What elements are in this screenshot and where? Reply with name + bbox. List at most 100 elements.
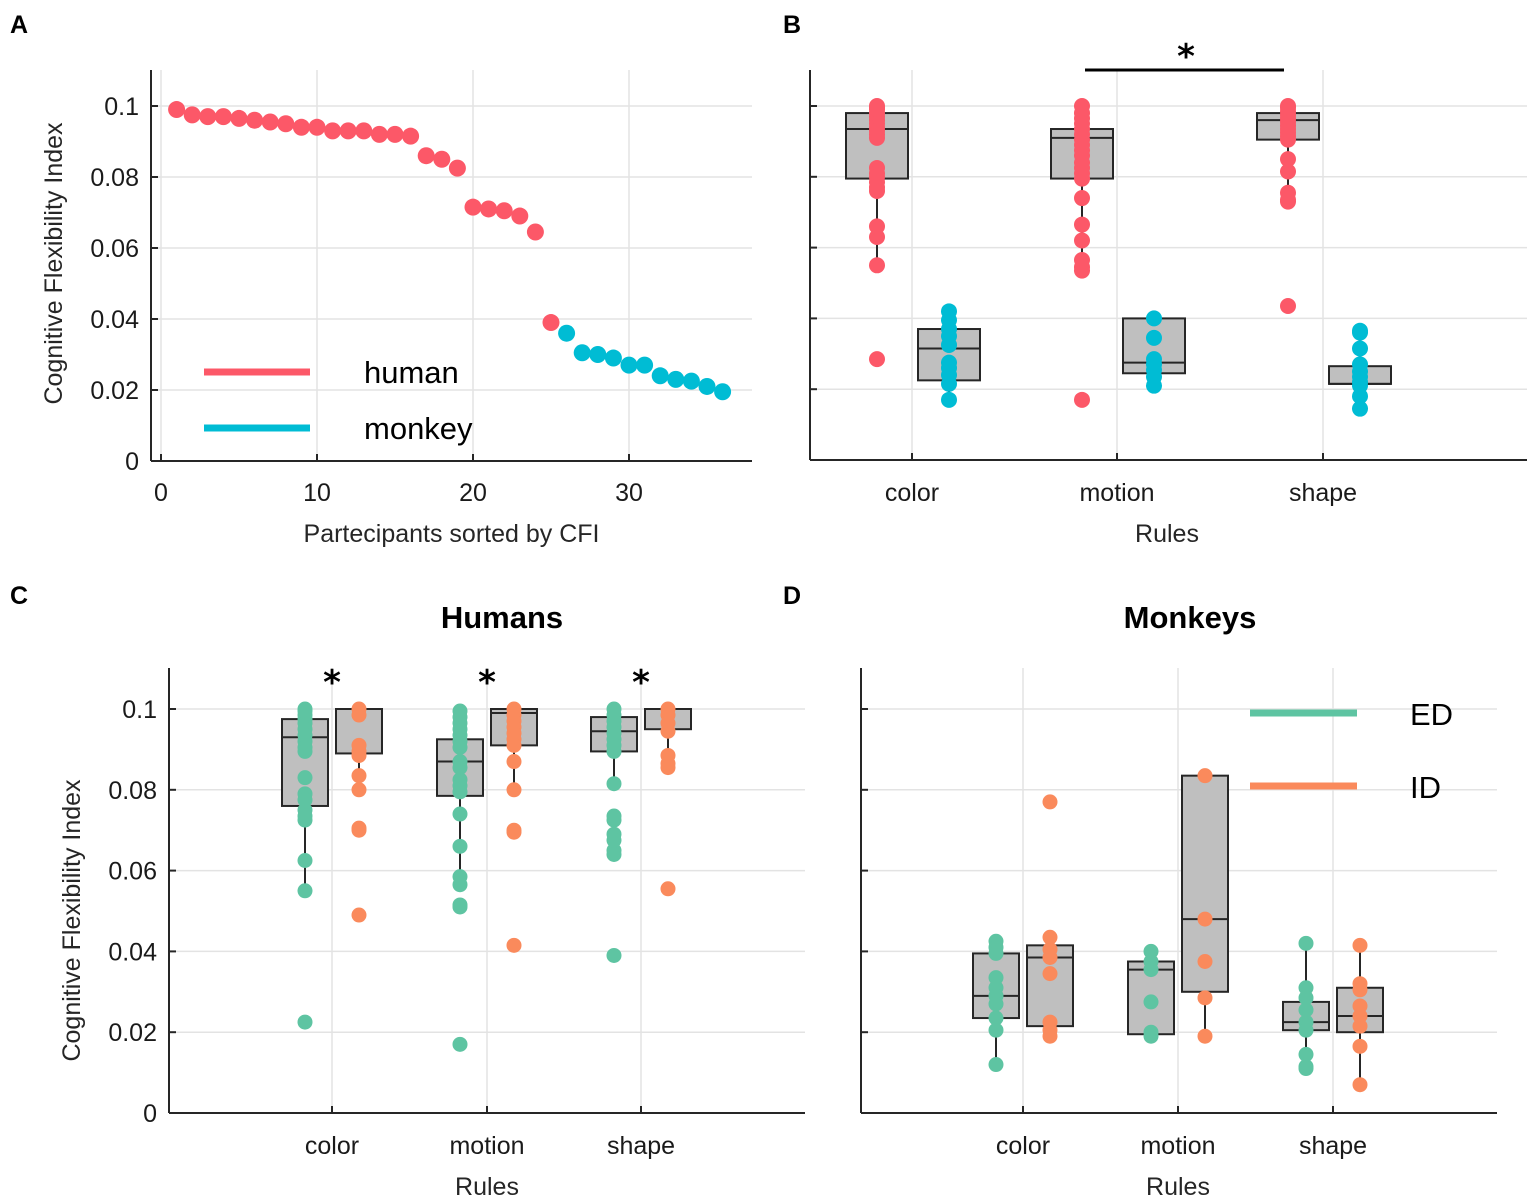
data-point-ED [297, 853, 313, 868]
chart-title: Humans [441, 600, 563, 635]
y-tick-label: 0.02 [108, 1019, 157, 1047]
data-point-human [511, 207, 529, 225]
data-point-ID [351, 907, 367, 923]
x-axis-label: Partecipants sorted by CFI [304, 520, 600, 548]
chart-title: Monkeys [1124, 600, 1257, 635]
y-tick-label: 0.06 [108, 858, 157, 886]
data-point-ED [297, 770, 313, 786]
data-point-monkey [1352, 388, 1368, 405]
significance-star-color: * [323, 663, 341, 703]
significance-star-shape: * [632, 663, 650, 703]
data-point-human [464, 198, 482, 216]
y-tick-label: 0.04 [108, 938, 157, 966]
x-tick-label-color: color [996, 1132, 1050, 1160]
x-tick-label-color: color [885, 479, 939, 507]
y-tick-label: 0.04 [90, 306, 139, 334]
data-point-human [308, 118, 326, 136]
data-point-human [526, 223, 544, 241]
x-tick-label-shape: shape [607, 1132, 675, 1160]
x-tick-label-motion: motion [449, 1132, 524, 1160]
data-point-ID [1042, 929, 1058, 945]
data-point-human [214, 108, 232, 126]
y-tick-label: 0 [125, 448, 139, 476]
data-point-ED [1298, 935, 1314, 951]
data-point-ED [1143, 994, 1159, 1010]
data-point-human [869, 257, 885, 274]
data-point-ID [506, 782, 522, 798]
data-point-human [339, 122, 357, 140]
x-tick-label-shape: shape [1299, 1132, 1367, 1160]
significance-star: * [1177, 37, 1195, 77]
x-tick-label-motion: motion [1140, 1132, 1215, 1160]
data-point-ED [606, 947, 622, 963]
data-point-ED [1143, 1028, 1159, 1044]
legend-label-human: human [364, 355, 459, 390]
data-point-ID [1197, 768, 1213, 784]
panel-a-scatter: 0 0.02 0.04 0.06 0.08 0.1 0 10 20 30 Partecipants … [40, 70, 752, 548]
data-point-ED [452, 784, 468, 800]
data-point-ED [988, 945, 1004, 961]
x-tick-label-shape: shape [1289, 479, 1357, 507]
x-tick-label-color: color [305, 1132, 359, 1160]
data-point-human [1074, 170, 1090, 187]
data-point-monkey [1352, 340, 1368, 357]
data-point-human [1280, 193, 1296, 210]
data-point-human [1280, 151, 1296, 168]
data-point-human [1280, 131, 1296, 148]
x-tick-label: 30 [615, 479, 643, 507]
data-point-ID [1352, 1038, 1368, 1054]
panel-c-boxplot: 0 0.02 0.04 0.06 0.08 0.1 color motion shape Rule… [58, 600, 805, 1201]
data-point-ED [988, 996, 1004, 1012]
data-point-ED [297, 1014, 313, 1030]
data-point-ID [660, 723, 676, 739]
data-point-human [292, 118, 310, 136]
data-point-ID [351, 782, 367, 798]
x-tick-label-motion: motion [1079, 479, 1154, 507]
data-point-human [1280, 163, 1296, 180]
data-point-monkey [941, 375, 957, 392]
data-point-human [869, 129, 885, 146]
data-point-ID [1042, 794, 1058, 810]
panel-label-a: A [10, 11, 28, 39]
data-point-ED [988, 1010, 1004, 1026]
data-point-monkey [667, 370, 685, 388]
data-point-ID [1197, 954, 1213, 969]
data-point-monkey [589, 346, 607, 363]
data-point-human [386, 125, 404, 143]
data-point-human [355, 122, 373, 140]
data-point-human [542, 314, 560, 332]
legend-label-monkey: monkey [364, 411, 473, 446]
x-axis-label: Rules [1135, 520, 1199, 548]
data-point-ED [297, 812, 313, 828]
y-tick-label: 0.1 [122, 696, 157, 724]
data-point-human [1074, 232, 1090, 249]
data-point-ED [297, 883, 313, 899]
data-point-ID [351, 707, 367, 723]
data-point-ED [452, 739, 468, 755]
x-axis-label: Rules [1146, 1173, 1210, 1201]
data-point-ID [1352, 1018, 1368, 1034]
data-point-ED [452, 806, 468, 822]
data-point-monkey [1352, 324, 1368, 341]
data-point-ID [660, 881, 676, 897]
data-point-human [480, 200, 498, 218]
data-point-ED [606, 846, 622, 862]
data-point-ED [452, 838, 468, 854]
data-point-ED [452, 899, 468, 915]
data-point-monkey [604, 349, 622, 367]
data-point-human [1074, 262, 1090, 279]
data-point-human [495, 202, 513, 220]
data-point-human [448, 159, 466, 177]
y-tick-label: 0 [143, 1100, 157, 1128]
data-point-monkey [1146, 377, 1162, 394]
x-tick-label: 0 [154, 479, 168, 507]
data-point-human [246, 111, 264, 129]
panel-label-b: B [783, 11, 801, 39]
data-point-human [402, 127, 420, 145]
data-point-ID [1352, 982, 1368, 998]
data-point-human [324, 122, 342, 140]
data-point-monkey [620, 356, 638, 374]
y-axis-label: Cognitive Flexibility Index [40, 122, 68, 405]
data-point-human [199, 108, 217, 126]
